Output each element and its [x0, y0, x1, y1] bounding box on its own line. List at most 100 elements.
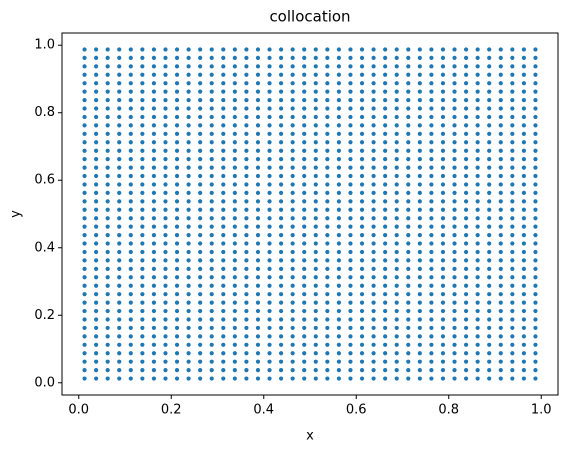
point	[163, 351, 168, 356]
point	[371, 232, 376, 238]
point	[221, 165, 226, 170]
point	[498, 140, 503, 145]
point	[394, 182, 399, 187]
point	[383, 325, 388, 331]
point	[82, 249, 87, 255]
point	[487, 241, 492, 246]
point	[487, 55, 492, 60]
point	[498, 165, 503, 170]
point	[359, 89, 365, 94]
point	[140, 216, 145, 221]
point	[325, 123, 330, 128]
point	[232, 325, 237, 331]
point	[383, 266, 388, 271]
point	[313, 266, 318, 271]
point	[440, 334, 446, 339]
point	[221, 148, 226, 153]
point	[94, 241, 99, 246]
point	[383, 283, 388, 288]
point	[348, 216, 353, 221]
point	[440, 148, 446, 153]
point	[186, 106, 191, 111]
point	[209, 258, 214, 263]
point	[94, 275, 99, 280]
point	[336, 89, 342, 94]
point	[533, 190, 538, 196]
point	[498, 300, 503, 305]
point	[128, 283, 133, 288]
point	[117, 157, 122, 162]
point	[510, 182, 515, 187]
point	[533, 106, 538, 111]
point	[290, 148, 295, 153]
point	[209, 148, 214, 153]
point	[371, 275, 376, 280]
point	[198, 190, 203, 196]
point	[128, 114, 133, 120]
point	[255, 173, 261, 179]
point	[302, 114, 307, 120]
point	[174, 114, 180, 120]
point	[336, 81, 342, 86]
point	[82, 216, 87, 221]
point	[521, 123, 526, 128]
point	[463, 165, 469, 170]
point	[209, 81, 214, 86]
point	[325, 359, 330, 364]
point	[521, 351, 526, 356]
point	[475, 308, 480, 314]
point	[371, 334, 376, 339]
point	[302, 131, 307, 136]
point	[406, 258, 411, 263]
point	[521, 190, 526, 196]
point	[209, 325, 214, 331]
point	[267, 376, 272, 381]
point	[394, 275, 399, 280]
point	[417, 308, 422, 314]
point	[429, 232, 434, 238]
point	[417, 207, 422, 212]
point	[163, 64, 168, 69]
point	[221, 368, 226, 373]
point	[174, 292, 180, 297]
point	[232, 64, 237, 69]
point	[163, 368, 168, 373]
point	[359, 317, 365, 322]
point	[278, 106, 284, 111]
point	[94, 308, 99, 314]
point	[510, 199, 515, 204]
point	[198, 72, 203, 77]
point	[221, 317, 226, 322]
point	[417, 182, 422, 187]
point	[290, 106, 295, 111]
plot-frame	[61, 32, 559, 396]
point	[348, 342, 353, 347]
point	[290, 81, 295, 86]
point	[452, 275, 457, 280]
point	[475, 173, 480, 179]
point	[244, 249, 249, 255]
point	[487, 283, 492, 288]
point	[521, 89, 526, 94]
point	[383, 173, 388, 179]
point	[290, 368, 295, 373]
point	[371, 190, 376, 196]
point	[302, 64, 307, 69]
point	[371, 97, 376, 103]
point	[440, 308, 446, 314]
point	[128, 64, 133, 69]
point	[394, 241, 399, 246]
point	[278, 81, 284, 86]
point	[278, 283, 284, 288]
point	[325, 81, 330, 86]
point	[221, 266, 226, 271]
point	[151, 97, 157, 103]
point	[267, 342, 272, 347]
point	[440, 351, 446, 356]
point	[244, 308, 249, 314]
point	[521, 342, 526, 347]
point	[475, 89, 480, 94]
point	[290, 292, 295, 297]
point	[533, 182, 538, 187]
